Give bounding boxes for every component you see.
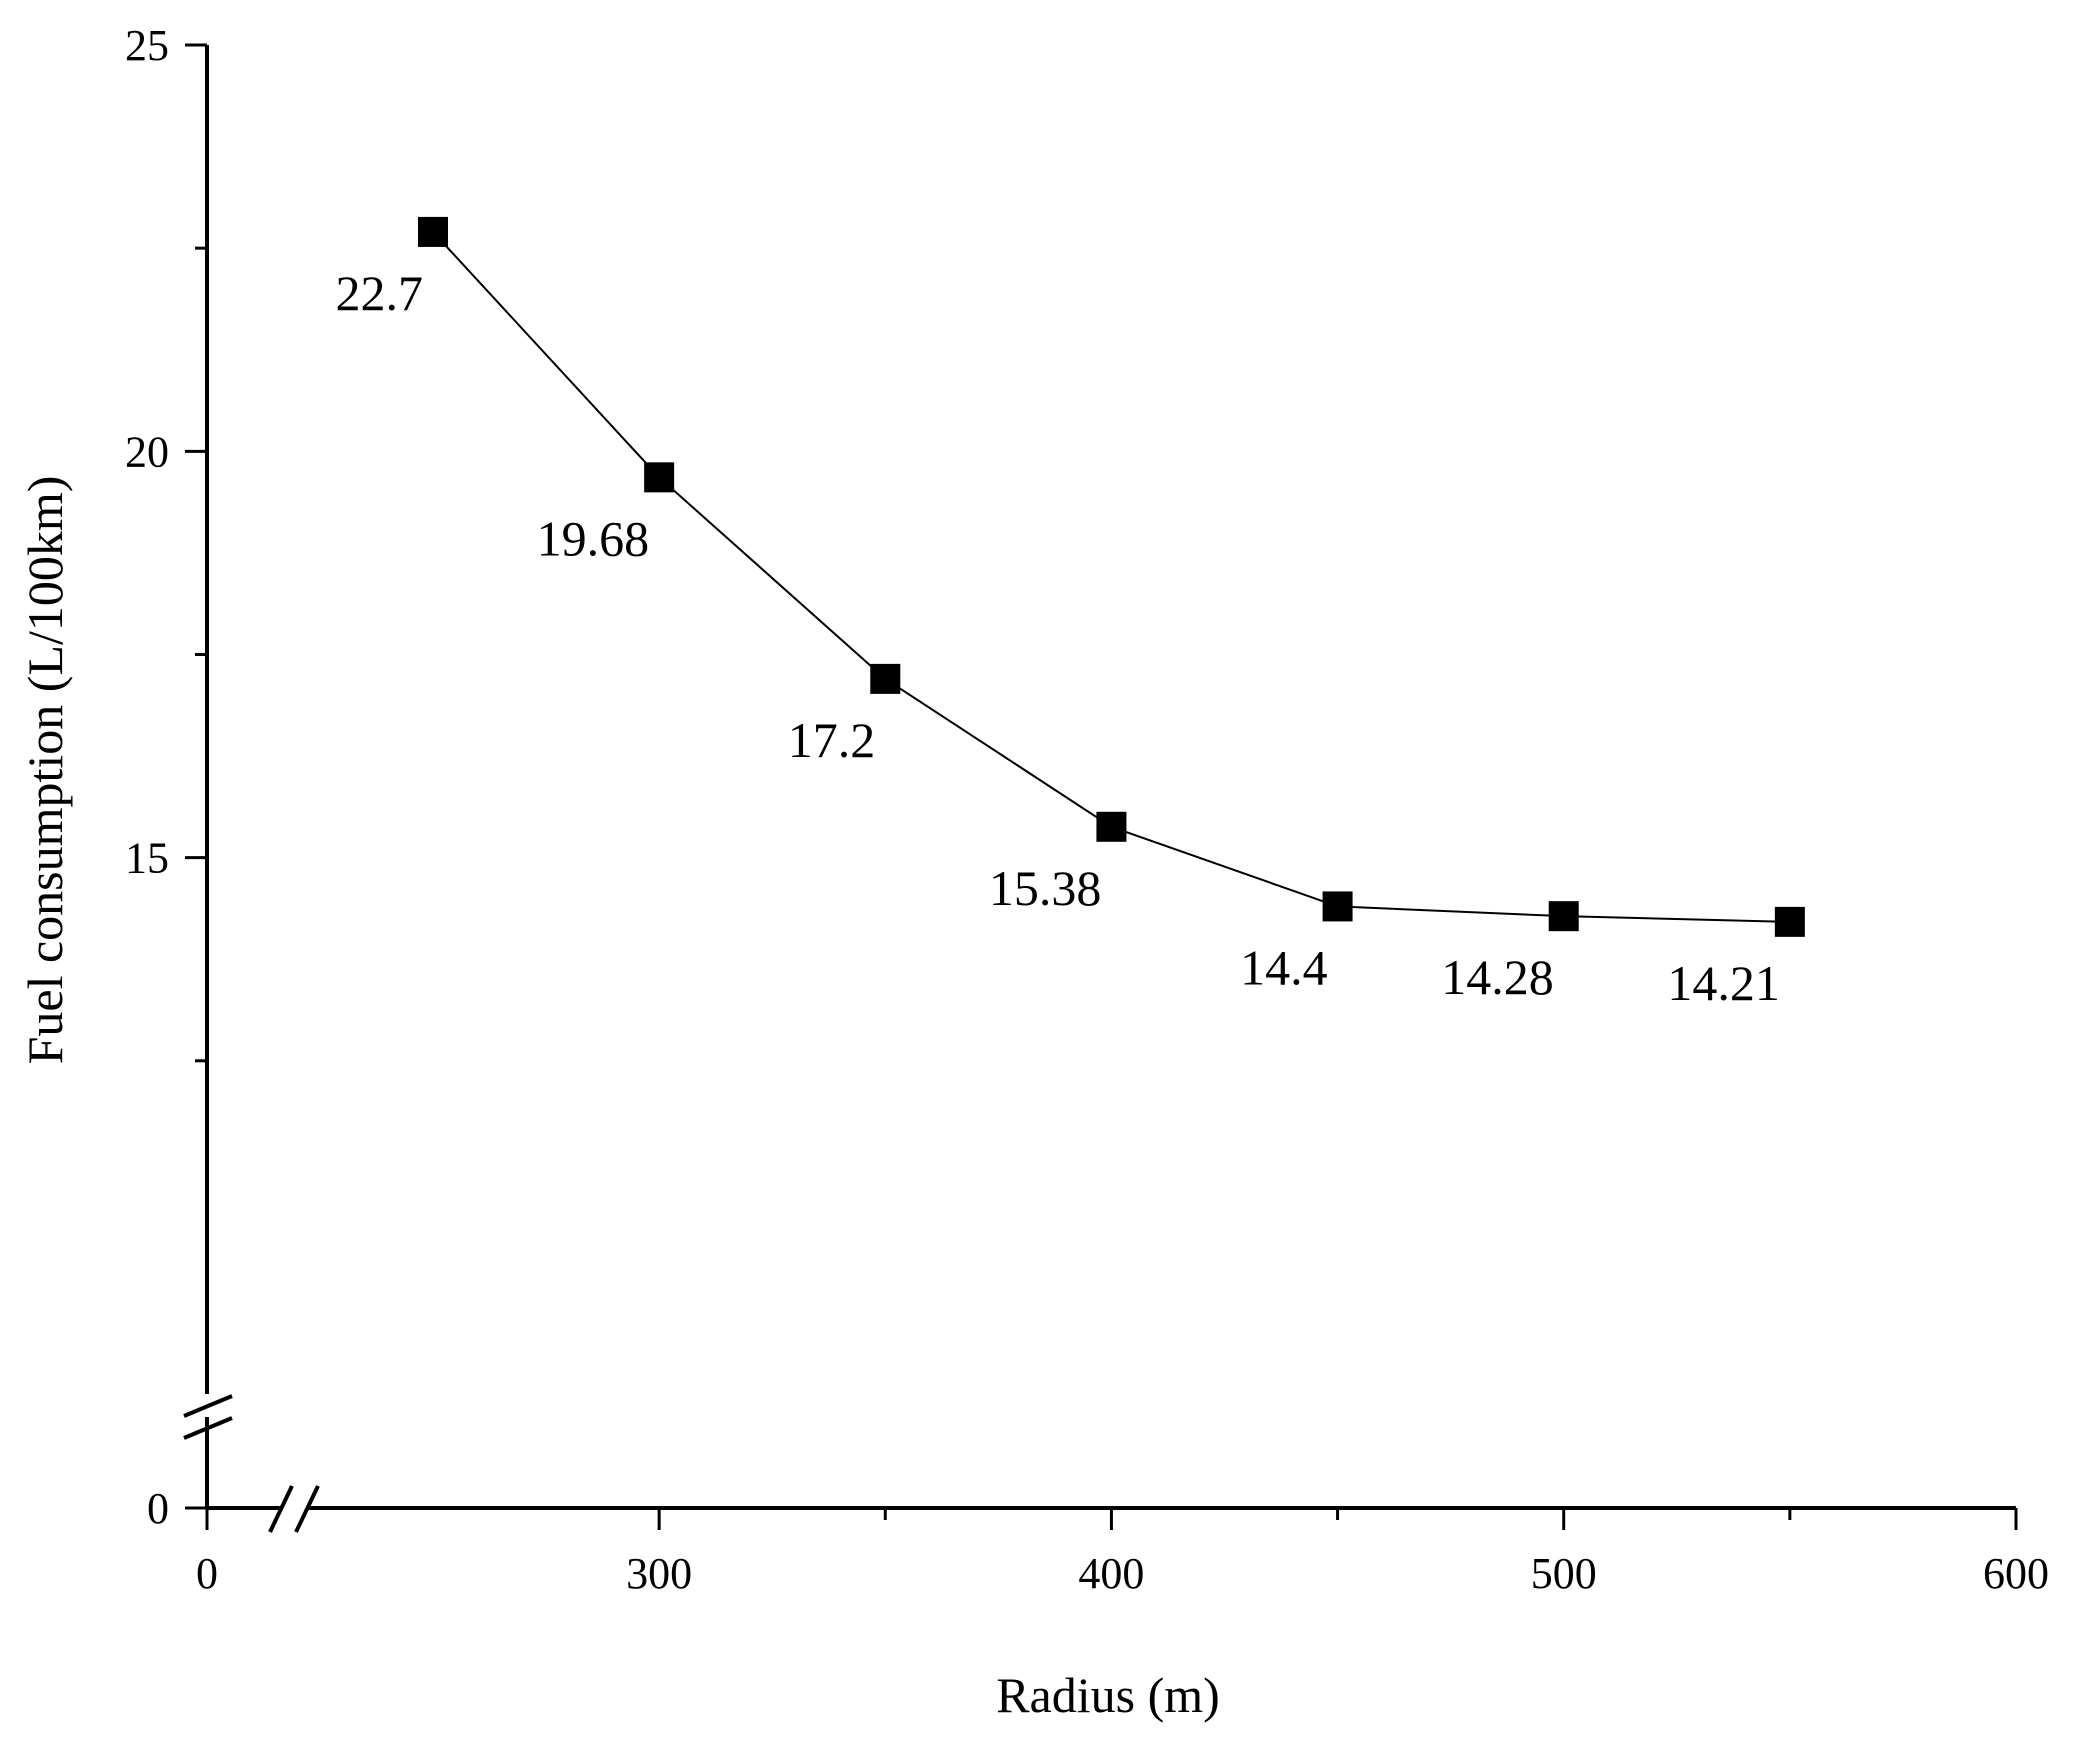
data-point-label: 17.2: [788, 712, 876, 768]
x-tick-label: 0: [196, 1549, 218, 1598]
x-tick-label: 300: [626, 1549, 692, 1598]
data-point-marker: [1322, 891, 1353, 922]
x-tick-label: 400: [1078, 1549, 1144, 1598]
y-tick-label: 15: [125, 834, 169, 883]
data-point-label: 14.28: [1441, 949, 1554, 1005]
x-axis-title: Radius (m): [996, 1667, 1220, 1723]
data-point-marker: [644, 462, 675, 493]
x-axis-break-mark: [268, 1485, 294, 1533]
axes-layer: 0 15 20 25 0 300 400 500 600: [125, 21, 2049, 1598]
x-tick-label: 500: [1531, 1549, 1597, 1598]
y-axis-break-mark: [183, 1394, 233, 1418]
series-layer: 22.7 19.68 17.2 15.38 14.4 14.28 14.21: [336, 216, 1805, 1011]
data-point-marker: [870, 663, 901, 694]
data-point-marker: [1096, 811, 1127, 842]
data-point-marker: [418, 216, 448, 247]
data-point-label: 14.21: [1667, 955, 1780, 1011]
data-point-marker: [1774, 906, 1805, 937]
x-axis-break-mark: [294, 1485, 320, 1533]
y-tick-label: 0: [147, 1484, 169, 1533]
data-point-marker: [1548, 901, 1579, 932]
y-tick-label: 20: [125, 427, 169, 476]
y-tick-label: 25: [125, 21, 169, 70]
data-point-label: 19.68: [537, 510, 650, 566]
data-point-label: 22.7: [336, 265, 424, 321]
data-point-label: 15.38: [989, 860, 1102, 916]
y-axis-break-mark: [183, 1416, 233, 1440]
x-tick-label: 600: [1983, 1549, 2049, 1598]
y-axis-title: Fuel consumption (L/100km): [17, 476, 73, 1065]
data-point-label: 14.4: [1240, 939, 1328, 995]
